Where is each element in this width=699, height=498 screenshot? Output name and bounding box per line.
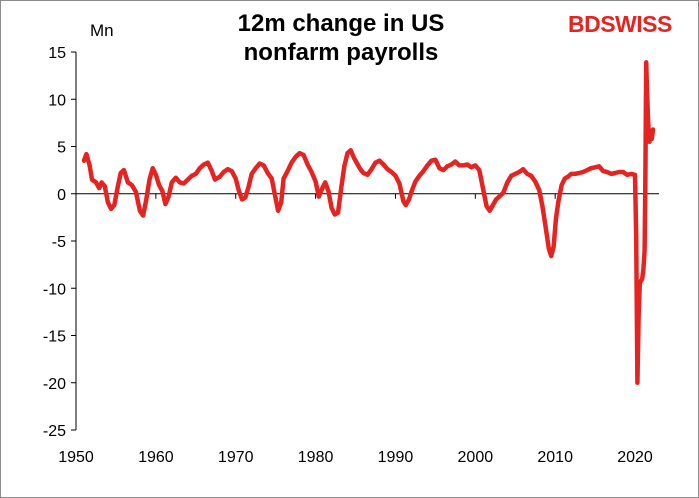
series-line-0 [81, 60, 656, 386]
x-tick-label: 1960 [138, 449, 174, 466]
chart-title-line1: 12m change in US [237, 10, 445, 37]
x-tick-label: 1970 [218, 449, 254, 466]
x-tick-label: 2020 [617, 449, 653, 466]
y-tick-label: 15 [48, 45, 66, 62]
y-tick-label: -20 [43, 376, 66, 393]
x-tick-label: 1980 [298, 449, 334, 466]
y-tick-label: -5 [52, 234, 66, 251]
logo-text: BDSWISS [568, 11, 672, 37]
y-tick-label: 5 [57, 140, 66, 157]
bdswiss-logo: BDSWISS [568, 9, 672, 39]
chart-title-line2: nonfarm payrolls [243, 39, 439, 66]
x-tick-label: 2010 [537, 449, 573, 466]
y-axis-unit-label: Mn [90, 21, 114, 40]
y-tick-label: 10 [48, 92, 66, 109]
x-tick-label: 1950 [58, 449, 94, 466]
series-group [81, 60, 656, 386]
y-tick-label: -25 [43, 423, 66, 440]
x-tick-label: 2000 [458, 449, 494, 466]
chart-axes [75, 52, 659, 430]
chart-title: 12m change in US nonfarm payrolls [191, 9, 491, 67]
x-tick-label: 1990 [378, 449, 414, 466]
y-tick-label: -10 [43, 281, 66, 298]
y-axis-ticks: 15 10 5 0 -5 -10 -15 -20 -25 [43, 45, 76, 440]
y-tick-label: 0 [57, 187, 66, 204]
y-tick-label: -15 [43, 329, 66, 346]
x-axis-ticks: 1950 1960 1970 1980 1990 2000 2010 2020 [58, 193, 653, 466]
